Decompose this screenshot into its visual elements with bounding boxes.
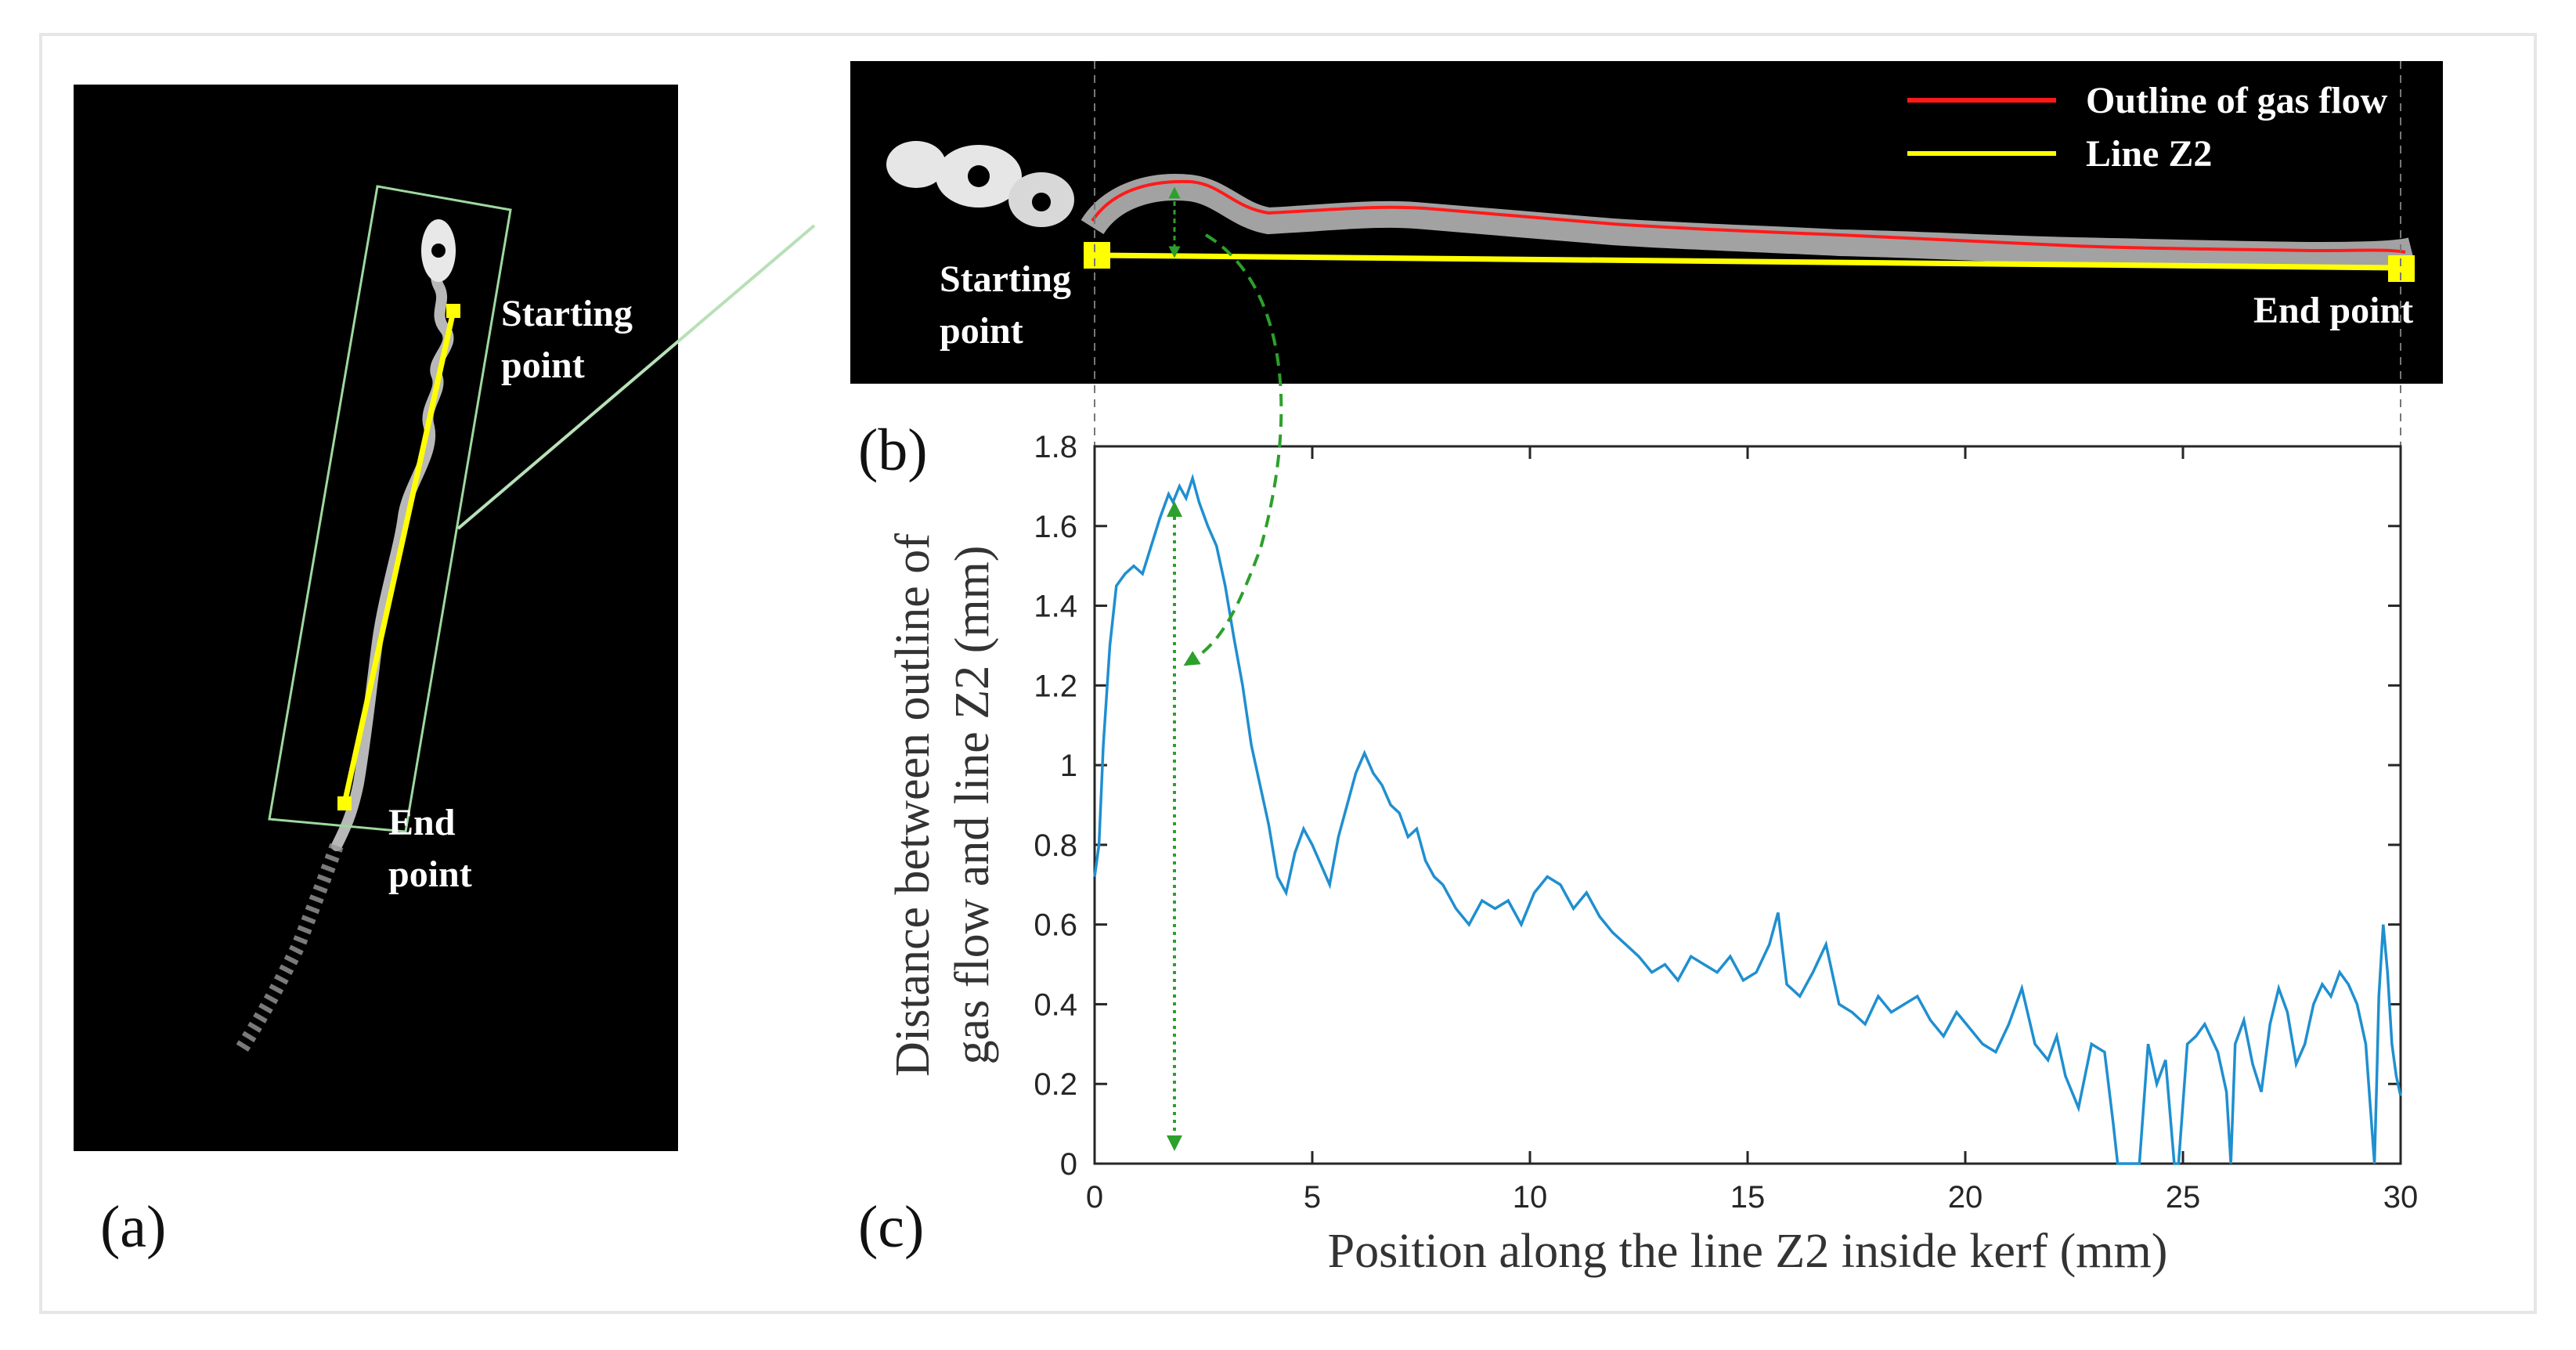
x-axis-title: Position along the line Z2 inside kerf (… [1328, 1225, 2168, 1278]
legend-label-outline: Outline of gas flow [2086, 80, 2388, 121]
panel-b-nozzle-blob-1 [886, 141, 946, 188]
panel-label-c: (c) [858, 1194, 924, 1260]
legend-label-line-z2: Line Z2 [2086, 133, 2212, 175]
y-axis-ticks: 0 0.2 0.4 0.6 0.8 1 1.2 1.4 1.6 1.8 [1034, 430, 2401, 1182]
panel-a-gas-trail [233, 843, 344, 1057]
panel-b-start-label-1: Starting [940, 258, 1071, 300]
y-tick-label: 0.8 [1034, 828, 1077, 863]
panel-a-drawing: Starting point End point [233, 185, 633, 1057]
panel-b-drawing: Outline of gas flow Line Z2 Starting poi… [886, 80, 2415, 352]
panel-a-roi-box [268, 185, 512, 833]
zoom-connector [456, 224, 816, 530]
link-curve-arrow [1183, 233, 1283, 666]
x-tick-label: 15 [1730, 1180, 1766, 1215]
panel-b-end-label: End point [2253, 290, 2413, 331]
panel-a-nozzle-hole [431, 244, 446, 258]
x-tick-label: 10 [1513, 1180, 1548, 1215]
y-tick-label: 0.6 [1034, 908, 1077, 943]
y-tick-label: 0.4 [1034, 987, 1077, 1022]
panel-b-nozzle-hole-1 [968, 165, 990, 187]
series-line [1093, 473, 2402, 1165]
x-tick-label: 30 [2383, 1180, 2419, 1215]
x-tick-label: 25 [2166, 1180, 2201, 1215]
panel-b-start-marker [1084, 242, 1110, 269]
panel-a-line-z2 [341, 310, 456, 804]
panel-a-start-label-1: Starting [501, 293, 633, 334]
panel-b-nozzle-hole-2 [1032, 193, 1051, 211]
panel-a-image [74, 85, 678, 1151]
panel-a-end-label-1: End [388, 802, 456, 843]
y-tick-label: 1.6 [1034, 510, 1077, 544]
panel-a-gas-flow [331, 226, 454, 851]
x-axis-ticks: 0 5 10 15 20 25 30 [1086, 446, 2418, 1215]
x-tick-label: 20 [1948, 1180, 1983, 1215]
y-axis-title-line-1: Distance between outline of [886, 533, 940, 1077]
y-tick-label: 0.2 [1034, 1067, 1077, 1102]
y-axis-title-line-2: gas flow and line Z2 (mm) [946, 546, 999, 1065]
panel-label-b: (b) [858, 417, 928, 483]
x-tick-label: 5 [1304, 1180, 1321, 1215]
y-tick-label: 1.8 [1034, 430, 1077, 464]
y-tick-label: 1.4 [1034, 590, 1077, 624]
panel-a-start-marker [446, 304, 460, 318]
y-tick-label: 1 [1060, 749, 1077, 783]
line-chart: 00.20.40.60.811.21.41.61.8 0 5 10 15 20 25 30 … [886, 430, 2418, 1278]
figure-frame [39, 33, 2537, 1314]
panel-b-gas-band [1081, 174, 2415, 269]
y-tick-label: 0 [1060, 1147, 1077, 1182]
panel-b-line-z2 [1097, 252, 2401, 271]
x-tick-label: 0 [1086, 1180, 1103, 1215]
panel-b-start-label-2: point [940, 310, 1023, 352]
panel-a-end-marker [337, 796, 352, 810]
panel-label-a: (a) [100, 1194, 166, 1260]
panel-a-start-label-2: point [501, 345, 585, 386]
plot-area [1093, 445, 2402, 1165]
panel-a-end-label-2: point [388, 854, 472, 895]
panel-b-gas-outline [1091, 179, 2406, 254]
y-tick-label: 1.2 [1034, 669, 1077, 703]
